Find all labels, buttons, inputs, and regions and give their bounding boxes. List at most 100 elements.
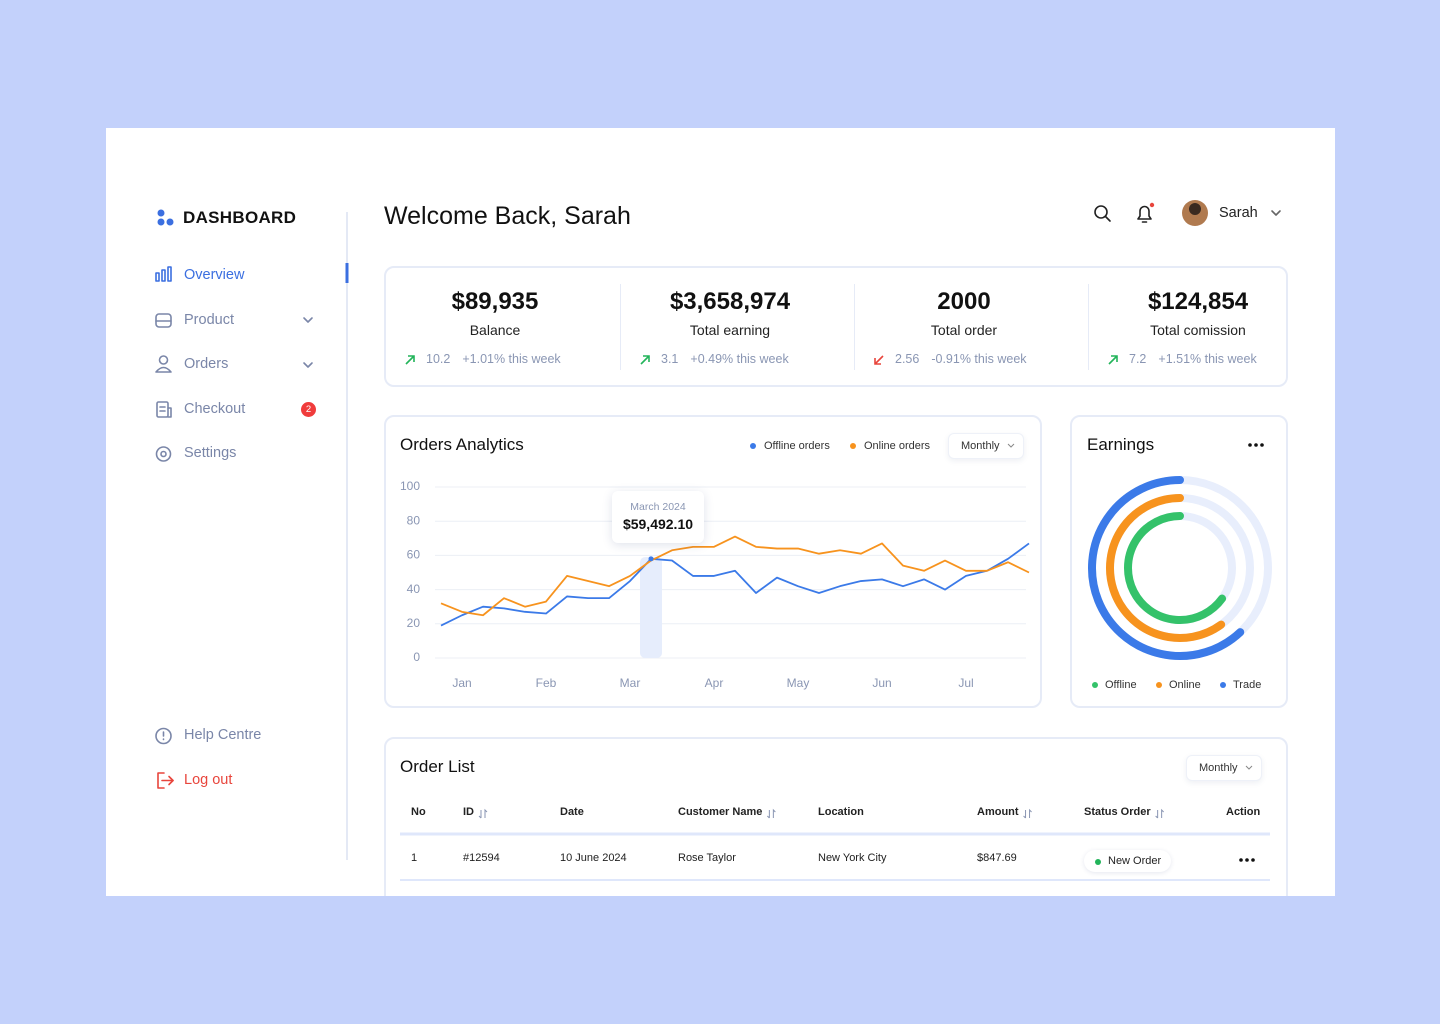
x-tick-label: Apr [705, 676, 724, 690]
column-header: Date [560, 806, 584, 818]
arrow [640, 354, 650, 365]
bell-icon[interactable] [1137, 205, 1152, 223]
sort-icon [1023, 808, 1032, 819]
legend-dot [1092, 682, 1098, 688]
chevron [1007, 443, 1015, 448]
trend-arrow [639, 354, 653, 366]
arrow-icon [874, 355, 884, 365]
x-tick-label: May [787, 676, 810, 690]
action-dot[interactable] [1239, 858, 1243, 862]
help-centre[interactable]: Help Centre [184, 727, 262, 743]
x-tick-label: Jul [958, 676, 973, 690]
nav-item[interactable]: Orders [184, 356, 229, 372]
logout[interactable]: Log out [184, 771, 233, 788]
stat-label: Total earning [689, 322, 771, 338]
chart-title: Earnings [1087, 435, 1155, 454]
trend-arrow [873, 354, 887, 366]
stat-change: 7.2 +1.51% this week [1107, 352, 1257, 366]
sort-icon [478, 808, 488, 819]
column-header[interactable]: ID [463, 806, 474, 818]
donut-chart: Offline Online Trade [1088, 443, 1272, 691]
order-list-card: Order List Monthly No ID Date Customer Name Lo… [384, 737, 1288, 896]
orders-icon [155, 355, 172, 373]
action-dot[interactable] [1251, 858, 1255, 862]
stat: $124,854 Total comission 7.2 +1.51% this we… [1088, 284, 1323, 370]
menu-dot[interactable] [1248, 443, 1252, 447]
change-value: 10.2 [426, 352, 451, 366]
logo-dot [157, 209, 165, 217]
legend-dot [1156, 682, 1162, 688]
table-cell: New York City [818, 852, 887, 864]
change-delta: +1.01% this week [462, 352, 561, 366]
series-line [440, 542, 1030, 627]
decorations [155, 200, 1281, 860]
chevron [1245, 765, 1253, 770]
menu-dot[interactable] [1254, 443, 1258, 447]
y-tick-label: 20 [407, 616, 421, 630]
stat-value: $124,854 [1147, 288, 1249, 315]
table-lines [400, 765, 1270, 881]
table-cell: 10 June 2024 [560, 852, 627, 864]
x-tick-label: Feb [536, 676, 557, 690]
stat: $3,658,974 Total earning 3.1 +0.49% this we… [620, 284, 855, 370]
y-tick-label: 40 [407, 582, 421, 596]
chevron [303, 317, 313, 368]
notification-dot [1149, 202, 1155, 208]
table-cell: #12594 [463, 852, 500, 864]
menu-dot[interactable] [1260, 443, 1264, 447]
logo-dot [166, 218, 174, 226]
legend-label: Offline [1105, 679, 1137, 691]
column-header[interactable]: Amount [977, 806, 1019, 818]
page-title: Welcome Back, Sarah [384, 202, 631, 230]
line-chart: Offline orders Online orders 0 20 40 60 80 100 J… [400, 440, 1030, 690]
analytics-card: Orders Analytics Monthly Offline orders Onl… [384, 415, 1042, 708]
order-filter[interactable]: Monthly [1186, 755, 1262, 781]
trend-arrow [1107, 354, 1121, 366]
nav-item[interactable]: Product [184, 311, 234, 328]
series-line [440, 535, 1030, 617]
status-pill: New Order [1084, 850, 1171, 872]
logo-text: DASHBOARD [183, 208, 297, 227]
arrow [405, 354, 415, 365]
nav-item[interactable]: Overview [184, 267, 245, 283]
user-chevron[interactable] [1271, 210, 1281, 216]
legend-label: Offline orders [764, 440, 830, 452]
action-dot[interactable] [1245, 858, 1249, 862]
arrow [1108, 354, 1118, 365]
stat-label: Balance [469, 322, 521, 338]
stats-card: $89,935 Balance 10.2 +1.01% this week $3,658… [384, 266, 1288, 387]
order-list-title: Order List [400, 757, 475, 776]
stat-value: $89,935 [451, 288, 539, 315]
stat-change: 2.56 -0.91% this week [873, 352, 1027, 366]
chart-title: Orders Analytics [400, 435, 524, 454]
avatar-hair [1189, 203, 1201, 215]
nav-item[interactable]: Checkout [184, 400, 246, 417]
tooltip-title: March 2024 [630, 501, 686, 513]
help-icon [155, 727, 172, 745]
stat-value: 2000 [937, 288, 991, 315]
ring-arc [1124, 512, 1227, 624]
user-name[interactable]: Sarah [1219, 205, 1258, 221]
legend-label: Online [1169, 679, 1201, 691]
logo-dot [157, 218, 165, 226]
change-delta: -0.91% this week [931, 352, 1027, 366]
table-cell: Rose Taylor [678, 852, 736, 864]
stat: $89,935 Balance 10.2 +1.01% this week [386, 284, 620, 370]
x-tick-label: Jun [872, 676, 891, 690]
column-header[interactable]: Customer Name [678, 806, 763, 818]
legend-label: Trade [1233, 679, 1261, 691]
column-header[interactable]: Status Order [1084, 806, 1151, 818]
change-delta: +0.49% this week [690, 352, 789, 366]
tooltip-value: $59,492.10 [622, 516, 694, 532]
arrow-icon [1108, 354, 1118, 365]
search-icon[interactable] [1094, 205, 1111, 222]
nav-item[interactable]: Settings [184, 445, 237, 461]
logout-icon [157, 772, 174, 789]
change-delta: +1.51% this week [1158, 352, 1257, 366]
arrow [874, 355, 884, 365]
stat-label: Total comission [1150, 322, 1246, 338]
ring-arc [1088, 476, 1245, 660]
trend-arrow [404, 354, 418, 366]
legend-dot [1220, 682, 1226, 688]
